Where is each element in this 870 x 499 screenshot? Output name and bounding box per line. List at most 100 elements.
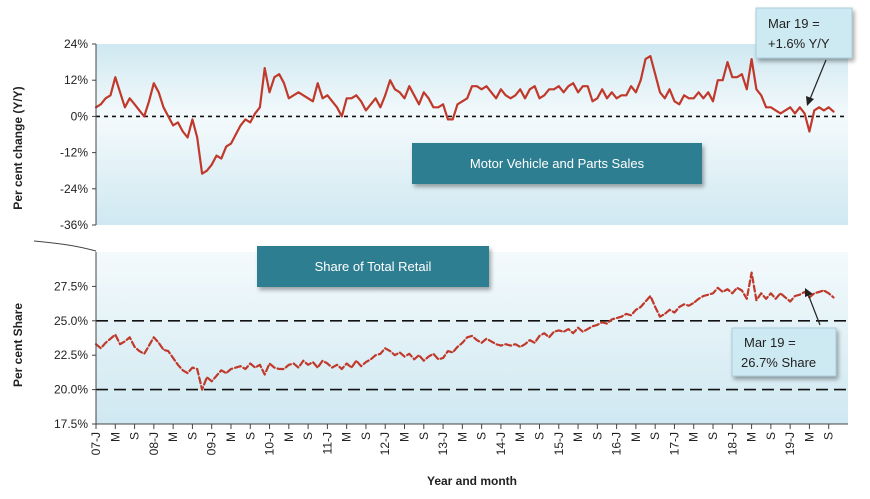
data-point-bottom-100 bbox=[577, 327, 579, 329]
data-point-top-43 bbox=[302, 94, 304, 96]
data-point-bottom-76 bbox=[461, 342, 463, 344]
data-point-bottom-131 bbox=[726, 288, 729, 290]
x-tick-label-34: M bbox=[745, 432, 759, 442]
x-tick-label-12: 11-J bbox=[320, 432, 334, 454]
data-point-top-21 bbox=[196, 136, 198, 139]
data-point-bottom-143 bbox=[784, 296, 786, 298]
data-point-top-79 bbox=[476, 85, 478, 87]
data-point-bottom-121 bbox=[678, 306, 680, 308]
data-point-bottom-53 bbox=[350, 367, 353, 369]
data-point-bottom-48 bbox=[326, 362, 328, 365]
data-point-top-1 bbox=[100, 103, 102, 105]
data-point-bottom-9 bbox=[138, 350, 140, 352]
data-point-top-112 bbox=[635, 91, 637, 93]
data-point-bottom-114 bbox=[644, 300, 647, 303]
share-label-box: Share of Total Retail bbox=[257, 246, 489, 287]
data-point-top-126 bbox=[702, 97, 705, 99]
data-point-bottom-77 bbox=[466, 336, 468, 338]
data-point-bottom-6 bbox=[124, 340, 126, 342]
x-tick-label-14: S bbox=[359, 432, 373, 440]
data-point-top-32 bbox=[249, 121, 251, 123]
data-point-bottom-32 bbox=[249, 362, 251, 365]
data-point-bottom-10 bbox=[143, 353, 145, 355]
data-point-top-35 bbox=[264, 67, 266, 69]
data-point-bottom-61 bbox=[389, 350, 391, 352]
data-point-bottom-107 bbox=[611, 318, 613, 320]
data-point-bottom-134 bbox=[741, 289, 743, 292]
data-point-bottom-122 bbox=[683, 303, 685, 305]
x-tick-label-6: 09-J bbox=[205, 432, 219, 455]
data-point-top-129 bbox=[717, 79, 719, 81]
data-point-top-4 bbox=[114, 76, 116, 78]
data-point-bottom-33 bbox=[254, 367, 256, 369]
data-point-bottom-3 bbox=[109, 338, 112, 340]
data-point-bottom-132 bbox=[731, 292, 733, 294]
data-point-top-42 bbox=[297, 91, 300, 93]
data-point-bottom-24 bbox=[211, 380, 213, 382]
data-point-top-46 bbox=[317, 82, 319, 84]
data-point-bottom-29 bbox=[235, 367, 237, 369]
data-point-top-58 bbox=[375, 97, 377, 99]
data-point-bottom-22 bbox=[201, 389, 203, 391]
data-point-top-130 bbox=[722, 79, 724, 81]
x-tick-label-18: 13-J bbox=[436, 432, 450, 455]
data-point-bottom-150 bbox=[818, 291, 820, 293]
data-point-bottom-108 bbox=[616, 317, 618, 319]
bottom-callout-line-1: Mar 19 = bbox=[744, 335, 796, 350]
data-point-bottom-95 bbox=[553, 331, 555, 333]
data-point-top-40 bbox=[288, 97, 290, 99]
data-point-top-23 bbox=[206, 170, 208, 172]
data-point-bottom-79 bbox=[476, 339, 478, 341]
data-point-top-143 bbox=[784, 109, 786, 111]
data-point-top-69 bbox=[428, 97, 430, 99]
data-point-top-94 bbox=[548, 88, 550, 90]
data-point-bottom-102 bbox=[587, 328, 589, 330]
data-point-top-142 bbox=[779, 112, 782, 114]
data-point-bottom-38 bbox=[278, 368, 280, 370]
data-point-bottom-37 bbox=[273, 367, 275, 369]
x-tick-label-0: 07-J bbox=[89, 432, 103, 455]
x-tick-label-27: 16-J bbox=[610, 432, 624, 455]
data-point-bottom-58 bbox=[375, 354, 377, 356]
data-point-bottom-62 bbox=[394, 354, 396, 356]
data-point-bottom-44 bbox=[307, 364, 309, 366]
motor-vehicle-label-text: Motor Vehicle and Parts Sales bbox=[470, 156, 645, 171]
data-point-top-83 bbox=[495, 97, 497, 99]
x-tick-label-17: S bbox=[417, 432, 431, 440]
data-point-top-150 bbox=[818, 106, 820, 108]
data-point-bottom-94 bbox=[548, 336, 550, 338]
data-point-top-117 bbox=[659, 91, 661, 93]
data-point-bottom-20 bbox=[191, 367, 193, 369]
data-point-bottom-120 bbox=[673, 311, 676, 314]
data-point-top-97 bbox=[563, 91, 565, 93]
data-point-bottom-75 bbox=[456, 346, 459, 348]
series-line-top bbox=[94, 55, 835, 175]
x-tick-label-22: M bbox=[513, 432, 527, 442]
y-tick-label-top-0: 24% bbox=[64, 37, 88, 51]
data-point-top-100 bbox=[577, 91, 579, 93]
data-point-top-54 bbox=[355, 94, 357, 96]
data-point-top-57 bbox=[370, 103, 372, 105]
x-tick-label-11: S bbox=[301, 432, 315, 440]
data-point-bottom-88 bbox=[519, 346, 521, 348]
data-point-top-37 bbox=[273, 76, 275, 78]
data-point-top-101 bbox=[582, 85, 584, 87]
data-point-bottom-36 bbox=[268, 362, 271, 365]
x-tick-label-20: S bbox=[475, 432, 489, 440]
data-point-top-56 bbox=[365, 109, 367, 111]
data-point-bottom-70 bbox=[432, 353, 434, 355]
data-point-bottom-56 bbox=[365, 361, 367, 363]
data-point-bottom-137 bbox=[755, 299, 758, 301]
data-point-bottom-27 bbox=[225, 372, 227, 374]
data-point-bottom-113 bbox=[640, 306, 642, 308]
data-point-top-29 bbox=[235, 133, 237, 136]
data-point-top-122 bbox=[683, 94, 685, 96]
motor-vehicle-label-box: Motor Vehicle and Parts Sales bbox=[412, 143, 702, 184]
data-point-top-151 bbox=[823, 109, 825, 111]
data-point-bottom-123 bbox=[688, 305, 690, 307]
data-point-bottom-15 bbox=[167, 350, 169, 352]
x-tick-label-2: S bbox=[128, 432, 142, 440]
top-callout-arrow bbox=[806, 59, 827, 106]
y-tick-label-bottom-4: 17.5% bbox=[54, 417, 88, 431]
